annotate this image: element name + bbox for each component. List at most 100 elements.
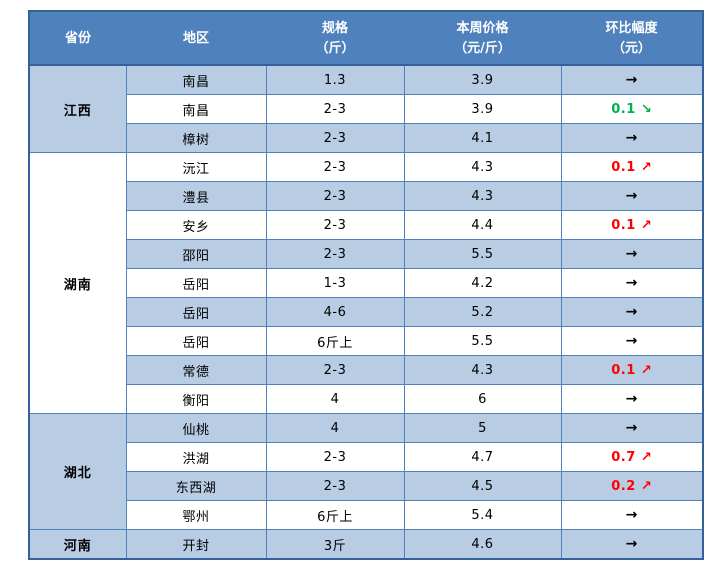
province-cell: 湖南 — [28, 152, 127, 414]
price-cell: 6 — [403, 384, 562, 414]
table-row: 安乡 2-3 4.4 0.1 ↗ — [29, 210, 704, 240]
change-value-up-arrow-icon: 0.1 ↗ — [560, 355, 704, 385]
spec-cell: 2-3 — [265, 471, 405, 501]
col-header-change: 环比幅度 （元） — [561, 11, 703, 66]
price-cell: 4.7 — [403, 442, 562, 472]
region-cell: 南昌 — [125, 94, 267, 124]
spec-cell: 1-3 — [265, 268, 405, 298]
spec-cell: 2-3 — [265, 355, 405, 385]
spec-cell: 4-6 — [265, 297, 405, 327]
price-cell: 3.9 — [403, 64, 562, 95]
price-cell: 4.5 — [403, 471, 562, 501]
table-row: 樟树 2-3 4.1 → — [29, 123, 704, 153]
price-cell: 4.3 — [403, 152, 562, 182]
region-cell: 衡阳 — [125, 384, 267, 414]
col-header-change-unit: （元） — [611, 40, 651, 56]
province-cell: 湖北 — [28, 413, 127, 530]
flat-arrow-icon: → — [560, 239, 704, 269]
spec-cell: 2-3 — [265, 442, 405, 472]
price-cell: 5.5 — [403, 326, 562, 356]
flat-arrow-icon: → — [560, 123, 704, 153]
province-cell: 江西 — [28, 64, 127, 153]
region-cell: 开封 — [125, 529, 267, 560]
table-row: 鄂州 6斤上 5.4 → — [29, 500, 704, 530]
price-cell: 4.3 — [403, 181, 562, 211]
table-row: 岳阳 6斤上 5.5 → — [29, 326, 704, 356]
table-row: 岳阳 4-6 5.2 → — [29, 297, 704, 327]
table-row: 东西湖 2-3 4.5 0.2 ↗ — [29, 471, 704, 501]
spec-cell: 2-3 — [265, 123, 405, 153]
spec-cell: 1.3 — [265, 64, 405, 95]
price-cell: 5.5 — [403, 239, 562, 269]
table-row: 河南 开封 3斤 4.6 → — [28, 529, 704, 560]
col-header-price-label: 本周价格 — [456, 20, 509, 36]
change-value-up-arrow-icon: 0.1 ↗ — [560, 210, 704, 240]
price-cell: 4.6 — [403, 529, 562, 560]
region-cell: 樟树 — [125, 123, 267, 153]
table-row: 洪湖 2-3 4.7 0.7 ↗ — [29, 442, 704, 472]
change-value-up-arrow-icon: 0.1 ↗ — [560, 152, 704, 182]
spec-cell: 2-3 — [265, 210, 405, 240]
flat-arrow-icon: → — [560, 181, 704, 211]
spec-cell: 6斤上 — [265, 500, 405, 530]
region-cell: 东西湖 — [125, 471, 267, 501]
region-cell: 安乡 — [125, 210, 267, 240]
price-cell: 3.9 — [403, 94, 562, 124]
region-cell: 岳阳 — [125, 326, 267, 356]
spec-cell: 4 — [265, 384, 405, 414]
table-row: 衡阳 4 6 → — [29, 384, 704, 414]
change-value-up-arrow-icon: 0.7 ↗ — [560, 442, 704, 472]
flat-arrow-icon: → — [560, 64, 704, 95]
table-row: 岳阳 1-3 4.2 → — [29, 268, 704, 298]
price-table: 省份 地区 规格 （斤） 本周价格 （元/斤） — [28, 10, 704, 560]
price-cell: 4.1 — [403, 123, 562, 153]
table-row: 江西 南昌 1.3 3.9 → — [28, 64, 704, 153]
region-cell: 邵阳 — [125, 239, 267, 269]
spec-cell: 2-3 — [265, 152, 405, 182]
price-cell: 5.4 — [403, 500, 562, 530]
region-cell: 仙桃 — [125, 413, 267, 443]
price-cell: 4.2 — [403, 268, 562, 298]
price-cell: 5 — [403, 413, 562, 443]
spec-cell: 2-3 — [265, 181, 405, 211]
change-value-up-arrow-icon: 0.2 ↗ — [560, 471, 704, 501]
flat-arrow-icon: → — [560, 268, 704, 298]
col-header-province: 省份 — [29, 11, 126, 66]
region-cell: 南昌 — [125, 64, 267, 95]
province-cell: 河南 — [28, 529, 127, 560]
spec-cell: 4 — [265, 413, 405, 443]
price-cell: 4.4 — [403, 210, 562, 240]
region-cell: 岳阳 — [125, 268, 267, 298]
spec-cell: 3斤 — [265, 529, 405, 560]
table-row: 邵阳 2-3 5.5 → — [29, 239, 704, 269]
table-row: 湖北 仙桃 4 5 → — [28, 413, 704, 530]
spec-cell: 2-3 — [265, 239, 405, 269]
table-row: 澧县 2-3 4.3 → — [29, 181, 704, 211]
table-row: 南昌 2-3 3.9 0.1 ↘ — [29, 94, 704, 124]
table-body: 江西 南昌 1.3 3.9 → 南昌 2-3 3.9 0.1 ↘ 樟树 2-3 4.1 → 湖南 沅江 2-3… — [28, 64, 704, 560]
col-header-price-unit: （元/斤） — [454, 40, 511, 56]
region-cell: 岳阳 — [125, 297, 267, 327]
col-header-price: 本周价格 （元/斤） — [404, 11, 561, 66]
table-header: 省份 地区 规格 （斤） 本周价格 （元/斤） — [29, 11, 703, 66]
region-cell: 洪湖 — [125, 442, 267, 472]
col-header-spec: 规格 （斤） — [266, 11, 404, 66]
price-cell: 5.2 — [403, 297, 562, 327]
col-header-province-label: 省份 — [64, 30, 91, 46]
region-cell: 沅江 — [125, 152, 267, 182]
table-row: 常德 2-3 4.3 0.1 ↗ — [29, 355, 704, 385]
flat-arrow-icon: → — [560, 297, 704, 327]
flat-arrow-icon: → — [560, 413, 704, 443]
table-row: 湖南 沅江 2-3 4.3 0.1 ↗ — [28, 152, 704, 414]
flat-arrow-icon: → — [560, 529, 704, 560]
flat-arrow-icon: → — [560, 384, 704, 414]
col-header-spec-unit: （斤） — [315, 40, 355, 56]
region-cell: 鄂州 — [125, 500, 267, 530]
spec-cell: 2-3 — [265, 94, 405, 124]
spec-cell: 6斤上 — [265, 326, 405, 356]
flat-arrow-icon: → — [560, 500, 704, 530]
change-value-down-arrow-icon: 0.1 ↘ — [560, 94, 704, 124]
col-header-spec-label: 规格 — [321, 20, 348, 36]
region-cell: 常德 — [125, 355, 267, 385]
price-cell: 4.3 — [403, 355, 562, 385]
